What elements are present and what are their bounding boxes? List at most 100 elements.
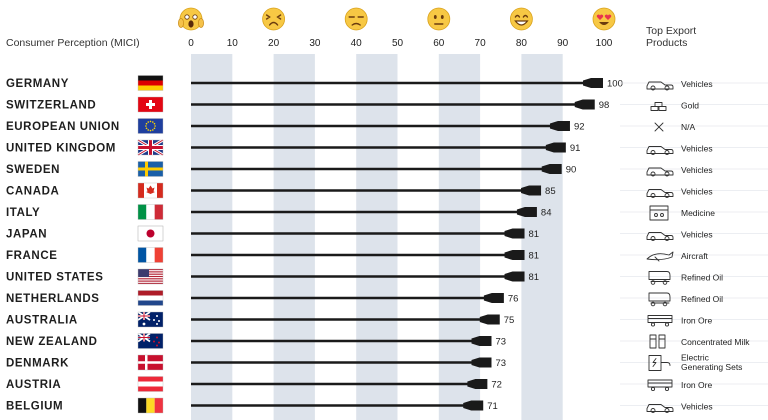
country-label: ITALY — [6, 207, 40, 219]
x-tick-label: 100 — [596, 38, 613, 49]
country-label: JAPAN — [6, 229, 47, 241]
product-label: Iron Ore — [681, 380, 712, 390]
oil-tanker-icon — [648, 271, 671, 285]
product-column-title-line1: Top Export — [646, 25, 696, 37]
data-row: JAPAN 81 Vehicles — [6, 225, 768, 242]
x-tick-label: 0 — [188, 38, 194, 49]
netherlands-flag — [137, 290, 164, 306]
bar-marker — [479, 314, 500, 325]
bar-marker — [471, 357, 492, 368]
value-label: 84 — [541, 208, 552, 219]
product-label: Refined Oil — [681, 273, 723, 283]
switzerland-flag — [137, 96, 164, 113]
bar-marker — [504, 250, 525, 260]
product-label: Vehicles — [681, 165, 713, 175]
grid-band — [191, 54, 233, 420]
grid-band — [438, 54, 481, 420]
medicine-icon — [649, 205, 669, 221]
neutral-face-icon — [427, 7, 451, 31]
product-label: Gold — [681, 101, 699, 111]
bar-marker — [471, 336, 492, 346]
value-label: 73 — [495, 337, 506, 348]
x-tick-label: 60 — [433, 38, 445, 49]
japan-flag — [137, 225, 164, 242]
bar-marker — [516, 207, 537, 217]
cross-icon — [654, 122, 664, 132]
car-icon — [646, 189, 674, 198]
country-label: AUSTRIA — [6, 379, 61, 391]
bar-marker — [504, 228, 525, 239]
car-icon — [646, 146, 674, 155]
bar-marker — [504, 271, 525, 282]
value-label: 100 — [607, 79, 623, 90]
bar-marker — [521, 185, 542, 196]
bar-marker — [549, 121, 570, 131]
data-row: FRANCE 81 Aircraft — [6, 247, 768, 263]
car-icon — [646, 232, 674, 241]
data-row: ITALY 84 Medicine — [6, 204, 768, 221]
austria-flag — [137, 376, 164, 392]
car-icon — [646, 167, 674, 177]
value-label: 98 — [599, 100, 610, 111]
country-label: EUROPEAN UNION — [6, 121, 120, 133]
usa-flag — [137, 268, 164, 285]
bar-marker — [463, 400, 484, 411]
product-label: Refined Oil — [681, 294, 723, 304]
bar-marker — [541, 164, 562, 174]
product-label: Vehicles — [681, 402, 713, 412]
sweden-flag — [137, 161, 164, 177]
germany-flag — [137, 75, 164, 91]
unamused-face-icon — [344, 7, 368, 31]
car-icon — [646, 81, 674, 91]
eu-flag — [137, 118, 164, 134]
aircraft-icon — [646, 251, 674, 262]
gold-bars-icon — [650, 102, 667, 111]
product-label: Vehicles — [681, 187, 713, 197]
bar-marker — [545, 142, 566, 153]
value-label: 81 — [529, 272, 540, 283]
bar-marker — [583, 78, 603, 88]
data-row: NETHERLANDS 76 Refined Oil — [6, 290, 768, 307]
data-row: NEW ZEALAND 73 Concentrated Milk — [6, 332, 768, 349]
generator-icon — [648, 355, 671, 371]
ore-cart-icon — [647, 379, 673, 392]
bar-marker — [483, 293, 504, 303]
country-label: UNITED KINGDOM — [6, 143, 116, 155]
value-label: 75 — [504, 315, 515, 326]
product-label: Vehicles — [681, 144, 713, 154]
heart-eyes-face-icon — [592, 7, 616, 31]
new-zealand-flag — [137, 332, 164, 349]
country-label: AUSTRALIA — [6, 315, 78, 327]
belgium-flag — [137, 397, 164, 414]
grid-band — [356, 54, 398, 420]
data-row: GERMANY 100 Vehicles — [6, 75, 768, 91]
x-tick-label: 40 — [351, 38, 363, 49]
data-row: AUSTRALIA 75 Iron Ore — [6, 311, 768, 328]
value-label: 92 — [574, 122, 585, 133]
product-label: N/A — [681, 122, 696, 132]
grid-band — [273, 54, 315, 420]
country-label: FRANCE — [6, 250, 58, 262]
denmark-flag — [137, 354, 164, 371]
value-label: 72 — [491, 380, 502, 391]
australia-flag — [137, 311, 164, 328]
value-label: 76 — [508, 294, 519, 305]
x-tick-label: 20 — [268, 38, 280, 49]
tired-face-icon — [262, 7, 286, 31]
x-tick-label: 90 — [557, 38, 569, 49]
value-label: 90 — [566, 165, 577, 176]
x-tick-label: 50 — [392, 38, 404, 49]
x-axis-title: Consumer Perception (MICI) — [6, 37, 140, 49]
oil-tanker-icon — [648, 292, 671, 307]
value-label: 73 — [495, 358, 506, 369]
france-flag — [137, 247, 164, 263]
data-row: UNITED STATES 81 Refined Oil — [6, 268, 768, 285]
ore-cart-icon — [647, 315, 673, 327]
bar-marker — [574, 99, 595, 110]
milk-icon — [649, 334, 666, 349]
product-label: Iron Ore — [681, 316, 712, 326]
country-label: DENMARK — [6, 358, 69, 370]
